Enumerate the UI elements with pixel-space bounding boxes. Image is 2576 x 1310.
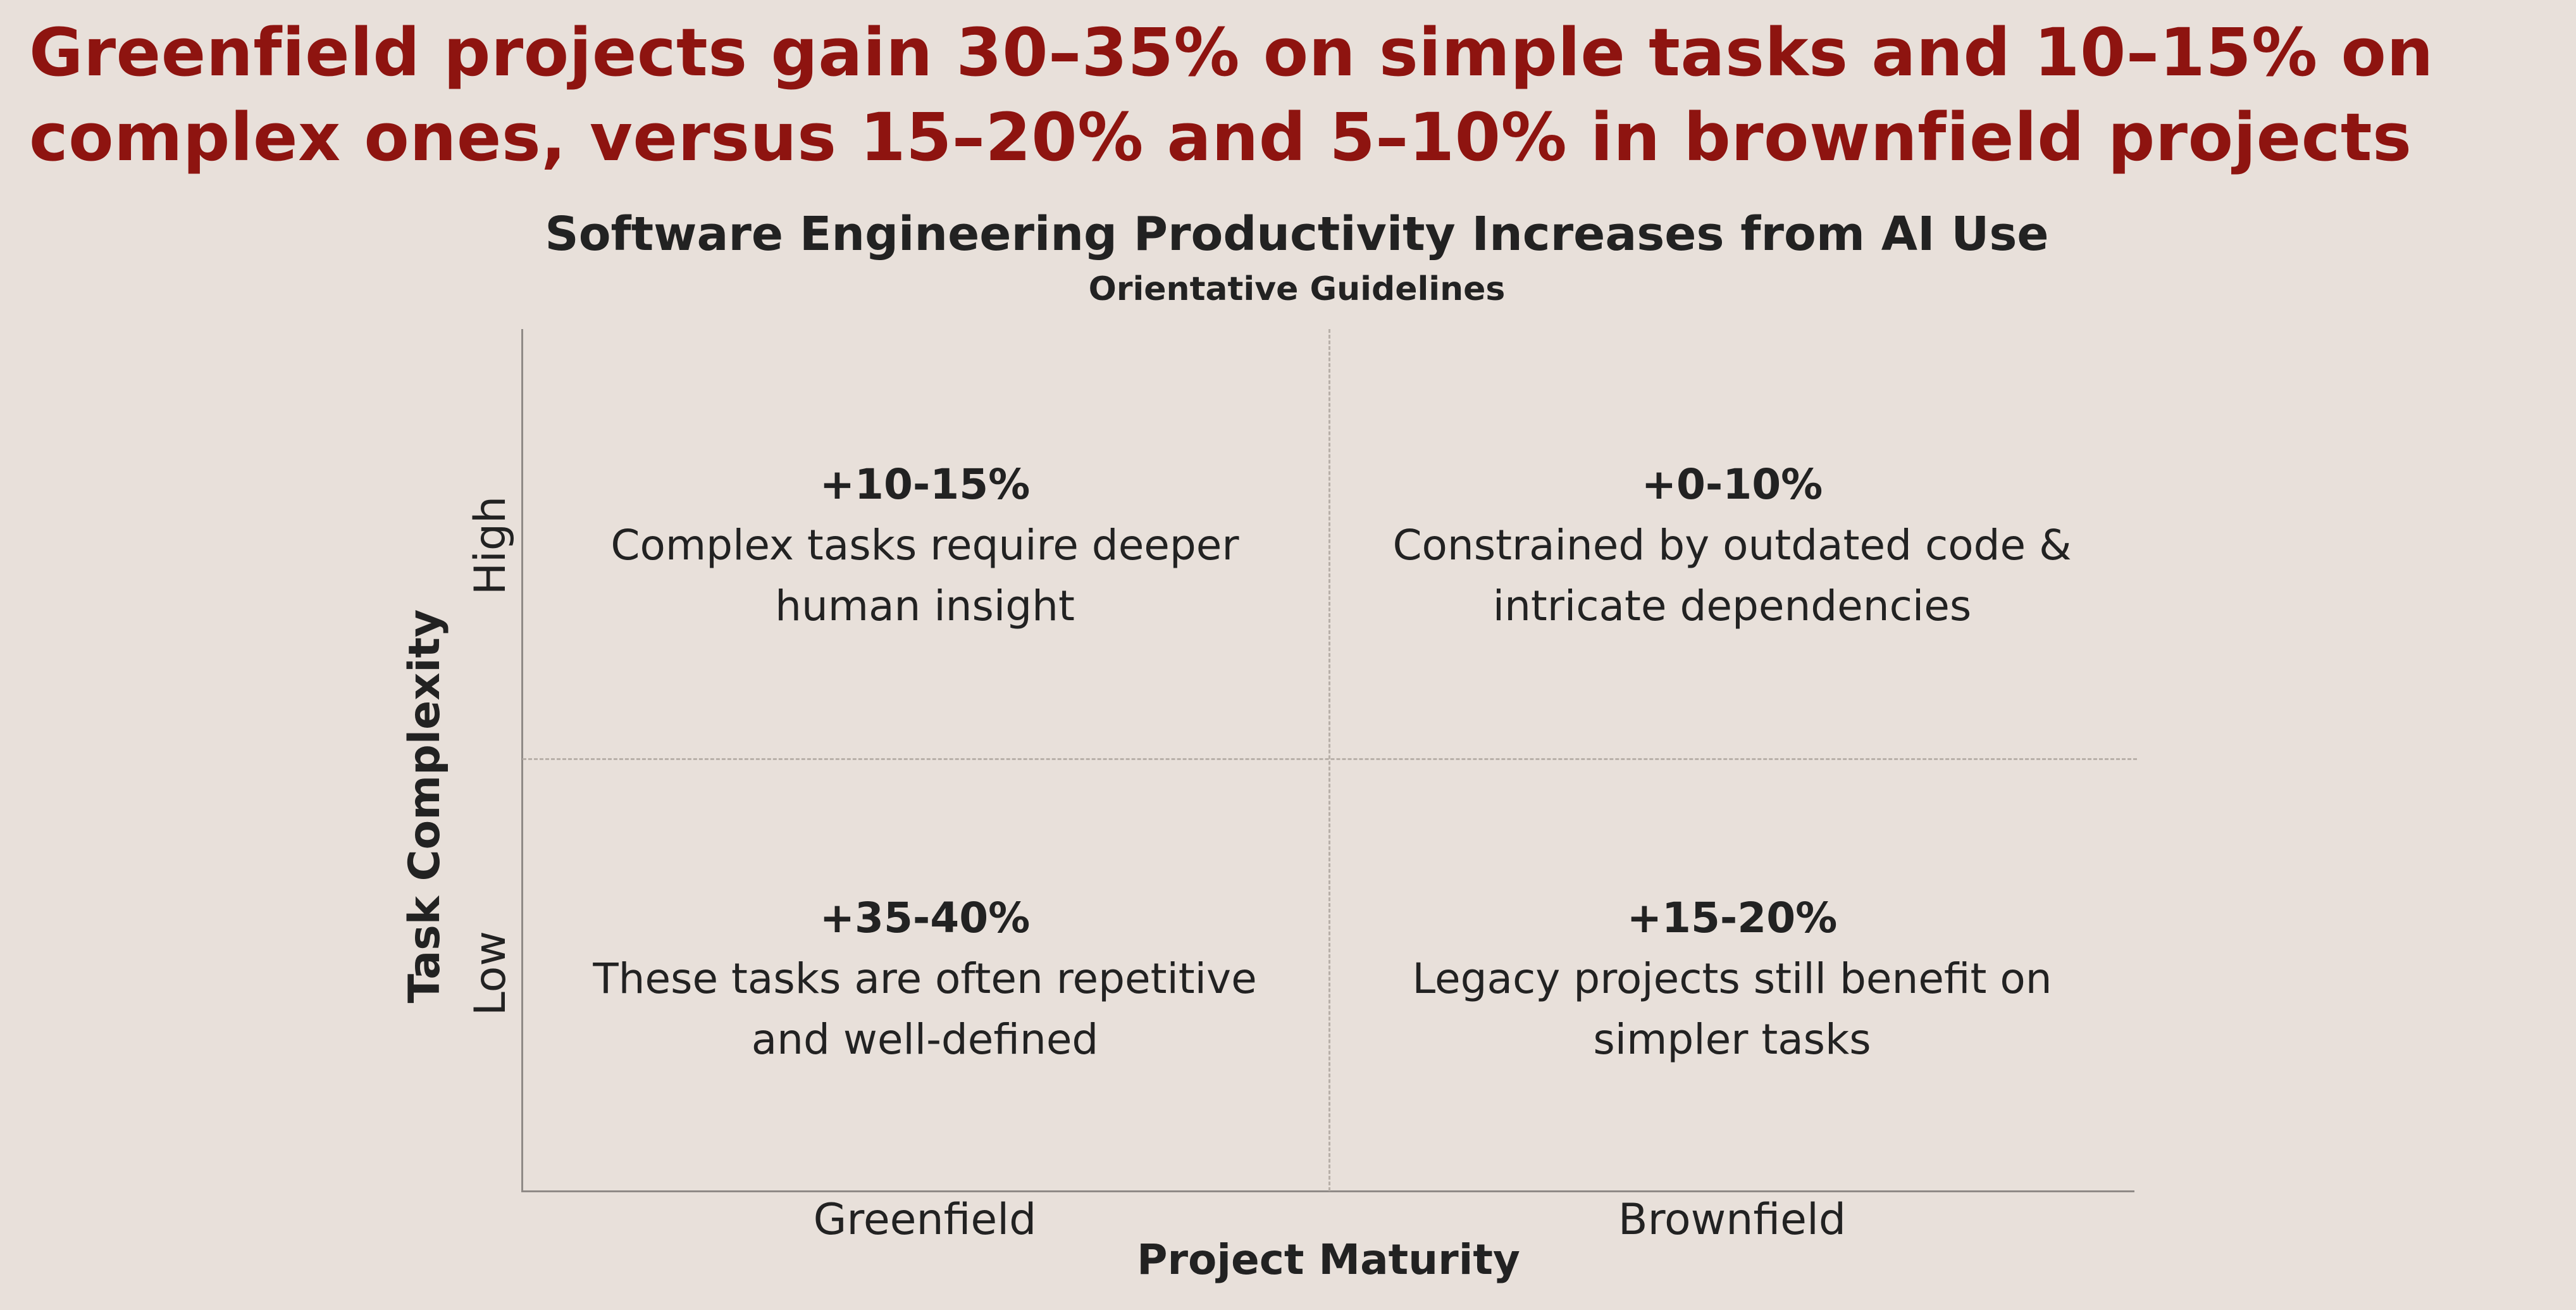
headline: Greenfield projects gain 30–35% on simpl…	[29, 10, 2547, 180]
quadrant-percent: +10-15%	[819, 460, 1031, 509]
quadrant-description: Constrained by outdated code &	[1392, 521, 2072, 570]
headline-line-1: Greenfield projects gain 30–35% on simpl…	[29, 14, 2434, 91]
quadrant-brownfield-high: +0-10% Constrained by outdated code & in…	[1334, 454, 2131, 637]
headline-line-2: complex ones, versus 15–20% and 5–10% in…	[29, 99, 2412, 176]
y-tick-high: High	[466, 496, 516, 596]
quadrant-greenfield-low: +35-40% These tasks are often repetitive…	[526, 888, 1323, 1070]
quadrant-percent: +35-40%	[819, 894, 1031, 942]
chart-title: Software Engineering Productivity Increa…	[545, 207, 2049, 261]
x-axis-line	[521, 1190, 2134, 1192]
chart-subtitle: Orientative Guidelines	[1088, 270, 1506, 308]
x-tick-greenfield: Greenfield	[813, 1195, 1037, 1245]
x-axis-label: Project Maturity	[1137, 1235, 1520, 1284]
quadrant-description: and well-defined	[751, 1015, 1099, 1064]
quadrant-percent: +15-20%	[1626, 894, 1838, 942]
quadrant-description: Complex tasks require deeper	[610, 521, 1239, 570]
quadrant-greenfield-high: +10-15% Complex tasks require deeper hum…	[526, 454, 1323, 637]
quadrant-description: Legacy projects still benefit on	[1412, 954, 2052, 1003]
quadrant-brownfield-low: +15-20% Legacy projects still benefit on…	[1334, 888, 2131, 1070]
vertical-divider	[1328, 329, 1330, 1191]
quadrant-percent: +0-10%	[1641, 460, 1823, 509]
quadrant-description: These tasks are often repetitive	[593, 954, 1257, 1003]
y-axis-label: Task Complexity	[400, 609, 450, 1004]
y-tick-low: Low	[466, 931, 516, 1016]
quadrant-description: human insight	[775, 582, 1075, 630]
y-axis-line	[521, 329, 523, 1192]
quadrant-description: simpler tasks	[1593, 1015, 1871, 1064]
x-tick-brownfield: Brownfield	[1618, 1195, 1847, 1245]
horizontal-divider	[523, 758, 2137, 760]
quadrant-description: intricate dependencies	[1492, 582, 1972, 630]
